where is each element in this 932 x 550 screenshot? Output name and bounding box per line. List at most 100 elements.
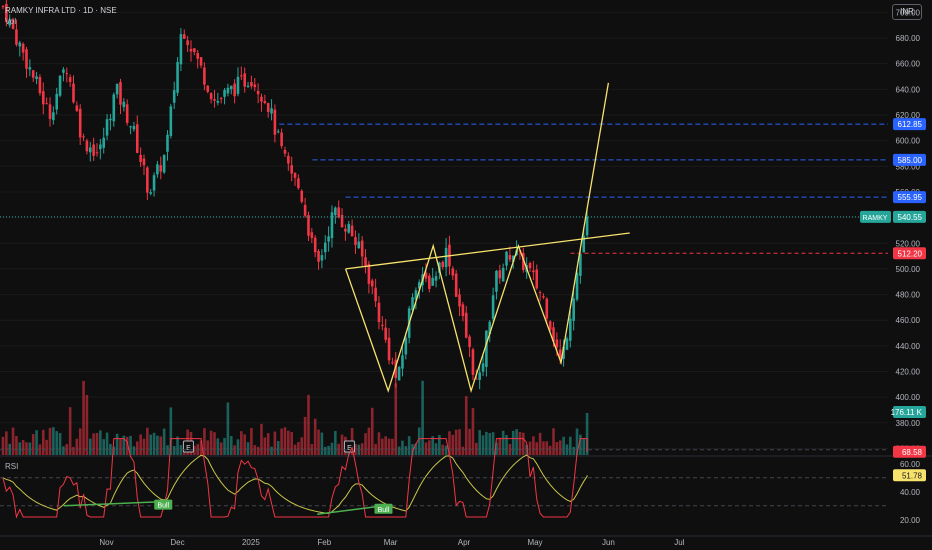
- candle-body: [149, 192, 153, 194]
- volume-badge-label: 176.11 K: [891, 408, 923, 417]
- volume-bar: [323, 446, 327, 455]
- candle-body: [125, 104, 129, 123]
- volume-bar: [552, 428, 555, 455]
- volume-bar: [438, 434, 441, 455]
- neckline: [345, 232, 630, 270]
- candle-body: [52, 112, 55, 121]
- y-axis-tick: 700.00: [896, 8, 921, 17]
- volume-bar: [172, 445, 176, 455]
- candle-body: [95, 152, 99, 154]
- candle-body: [25, 49, 28, 69]
- volume-bar: [414, 443, 418, 455]
- volume-bar: [68, 407, 72, 455]
- target-badge-label: 585.00: [898, 156, 923, 165]
- candle-body: [297, 178, 300, 189]
- candle-body: [411, 297, 414, 311]
- volume-bar: [146, 427, 149, 455]
- currency-button[interactable]: INR: [892, 4, 922, 20]
- y-axis-tick: 400.00: [896, 393, 921, 402]
- candle-body: [528, 263, 532, 269]
- volume-bar: [431, 436, 434, 455]
- volume-bar: [25, 442, 28, 455]
- target-badge-label: 612.85: [898, 120, 923, 129]
- candle-body: [384, 327, 387, 340]
- candle-body: [35, 76, 38, 80]
- candle-body: [417, 282, 421, 289]
- volume-bar: [78, 428, 82, 455]
- volume-bar: [256, 446, 260, 455]
- candle-body: [475, 378, 478, 380]
- candle-body: [498, 270, 502, 279]
- candle-body: [327, 236, 330, 242]
- volume-bar: [119, 439, 122, 455]
- volume-bar: [276, 441, 280, 455]
- x-axis-tick: May: [527, 538, 542, 547]
- rsi-axis-tick: 60.00: [900, 460, 921, 469]
- y-axis-tick: 520.00: [896, 239, 921, 248]
- volume-bar: [88, 438, 92, 455]
- volume-bar: [139, 434, 142, 455]
- candle-body: [313, 237, 317, 253]
- candle-body: [283, 149, 287, 154]
- candle-body: [45, 103, 48, 105]
- candle-body: [548, 321, 552, 331]
- candle-body: [31, 70, 35, 78]
- volume-bar: [250, 428, 253, 455]
- volume-bar: [102, 439, 106, 455]
- volume-bar: [52, 427, 55, 455]
- volume-bar: [330, 442, 334, 455]
- volume-bar: [213, 432, 216, 455]
- candle-body: [246, 85, 250, 88]
- volume-bar: [72, 446, 75, 455]
- candle-body: [216, 100, 220, 103]
- target-badge: [893, 153, 926, 166]
- candle-body: [347, 223, 351, 233]
- candle-body: [404, 337, 408, 355]
- candle-body: [464, 312, 468, 338]
- volume-bar: [364, 433, 367, 455]
- candle-body: [240, 75, 243, 77]
- volume-bar: [511, 430, 515, 455]
- candle-body: [199, 57, 203, 66]
- volume-bar: [404, 446, 408, 455]
- volume-bar: [15, 435, 18, 455]
- volume-bar: [515, 429, 518, 455]
- candle-body: [334, 207, 337, 216]
- candle-body: [461, 304, 465, 317]
- candle-body: [323, 242, 327, 253]
- volume-bar: [340, 434, 344, 455]
- bull-divergence-line: [317, 505, 384, 515]
- volume-bar: [444, 445, 448, 455]
- candle-body: [119, 81, 122, 105]
- volume-bar: [21, 439, 25, 455]
- x-axis-tick: Mar: [384, 538, 398, 547]
- volume-bar: [471, 407, 475, 455]
- volume-bar: [303, 416, 307, 455]
- volume-bar: [562, 436, 565, 455]
- x-axis-tick: Dec: [170, 538, 184, 547]
- candle-body: [176, 62, 179, 93]
- candle-body: [82, 136, 85, 138]
- volume-bar: [149, 434, 153, 455]
- current-price-badge: [893, 210, 926, 223]
- candle-body: [317, 251, 320, 262]
- candle-body: [196, 53, 199, 59]
- volume-bar: [313, 418, 317, 455]
- rsi-value-badge-label: 68.58: [902, 448, 923, 457]
- volume-bar: [522, 432, 525, 455]
- symbol-badge: [860, 210, 891, 223]
- volume-bar: [434, 443, 438, 455]
- volume-bar: [240, 431, 243, 455]
- volume-bar: [209, 430, 213, 455]
- volume-bar: [109, 443, 112, 455]
- y-axis-tick: 460.00: [896, 316, 921, 325]
- candle-body: [488, 321, 492, 335]
- candle-body: [5, 3, 8, 23]
- candle-body: [505, 251, 508, 266]
- volume-bar: [478, 430, 481, 455]
- volume-bar: [283, 427, 287, 455]
- bull-divergence-line: [63, 500, 164, 507]
- candle-body: [58, 75, 62, 96]
- volume-bar: [216, 438, 220, 455]
